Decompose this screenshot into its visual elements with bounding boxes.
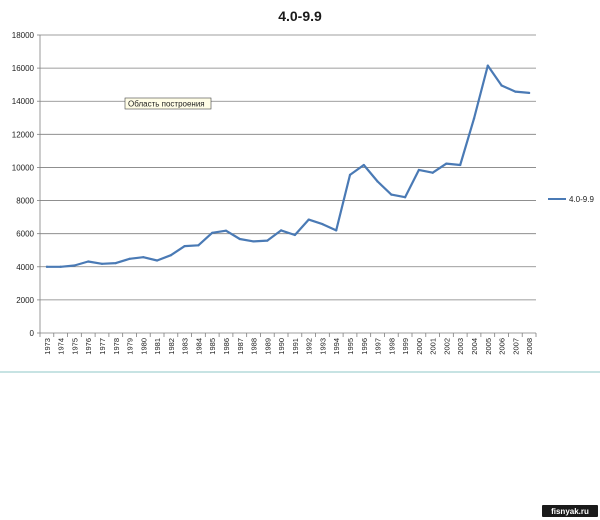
x-tick-label-2006: 2006	[498, 338, 507, 355]
data-point	[128, 257, 131, 260]
data-point	[142, 256, 145, 259]
x-tick-label-2008: 2008	[525, 338, 534, 355]
data-point	[362, 163, 365, 167]
data-point	[73, 264, 76, 267]
y-tick-label-10000: 10000	[12, 163, 35, 172]
data-point	[445, 162, 448, 165]
x-tick-label-2005: 2005	[484, 338, 493, 355]
data-point	[266, 239, 269, 242]
x-tick-label-1986: 1986	[222, 338, 231, 355]
data-point	[459, 163, 462, 167]
x-tick-label-1976: 1976	[84, 338, 93, 355]
data-point	[252, 240, 255, 243]
x-axis-tick-labels: 1973 1974 1975 1976 1977 1978 1979 1980 1981 1982…	[43, 338, 534, 355]
x-tick-label-1988: 1988	[250, 338, 259, 355]
x-tick-label-1985: 1985	[208, 338, 217, 355]
x-tick-label-2004: 2004	[470, 338, 479, 355]
y-tick-label-6000: 6000	[16, 230, 34, 239]
x-tick-label-1990: 1990	[277, 338, 286, 355]
data-point	[211, 231, 214, 234]
gridlines	[40, 34, 536, 301]
x-tick-label-1993: 1993	[318, 338, 327, 355]
data-point	[321, 222, 324, 226]
y-axis-tick-labels: 0 2000 4000 6000 8000 10000 12000 14000 16000 180…	[12, 31, 35, 338]
data-point	[87, 260, 90, 263]
data-point	[293, 233, 296, 237]
x-tick-label-1982: 1982	[167, 338, 176, 355]
x-tick-label-1987: 1987	[236, 338, 245, 355]
x-tick-label-1995: 1995	[346, 338, 355, 355]
y-tick-label-2000: 2000	[16, 296, 34, 305]
x-tick-label-1992: 1992	[305, 338, 314, 355]
x-tick-label-1994: 1994	[332, 338, 341, 355]
data-point	[59, 265, 62, 268]
data-point	[472, 117, 476, 120]
y-tick-label-4000: 4000	[16, 263, 34, 272]
data-point	[431, 171, 434, 174]
x-tick-label-1997: 1997	[374, 338, 383, 355]
data-point	[390, 193, 393, 196]
data-point	[169, 254, 172, 257]
data-point	[224, 229, 228, 232]
x-tick-label-1980: 1980	[139, 338, 148, 355]
data-point	[404, 196, 407, 199]
watermark: fisnyak.ru	[542, 505, 598, 517]
data-point	[514, 90, 517, 93]
y-tick-label-18000: 18000	[12, 31, 35, 40]
x-tick-label-1991: 1991	[291, 338, 300, 355]
data-point	[348, 173, 352, 176]
x-tick-label-1974: 1974	[57, 338, 66, 355]
data-point	[100, 262, 104, 265]
plot-area-tooltip: Область построения	[124, 97, 212, 110]
data-point	[500, 84, 503, 87]
plot-area[interactable]	[45, 64, 531, 268]
chart-title: 4.0-9.9	[278, 8, 322, 24]
y-tick-label-14000: 14000	[12, 97, 35, 106]
data-point	[45, 265, 48, 268]
x-tick-label-1996: 1996	[360, 338, 369, 355]
y-tick-label-8000: 8000	[16, 197, 34, 206]
data-point	[486, 64, 489, 67]
legend-label: 4.0-9.9	[569, 195, 594, 204]
data-point	[197, 244, 200, 247]
x-tick-label-2001: 2001	[429, 338, 438, 355]
data-point	[156, 259, 159, 262]
x-tick-label-1999: 1999	[401, 338, 410, 355]
x-tick-label-1989: 1989	[263, 338, 272, 355]
x-tick-label-1998: 1998	[387, 338, 396, 355]
watermark-text: fisnyak.ru	[551, 507, 589, 516]
data-point	[376, 180, 379, 183]
data-point	[114, 262, 117, 265]
x-tick-label-1983: 1983	[181, 338, 190, 355]
tooltip-text: Область построения	[128, 100, 205, 109]
x-tick-label-1973: 1973	[43, 338, 52, 355]
y-tick-label-16000: 16000	[12, 64, 35, 73]
x-tick-label-2000: 2000	[415, 338, 424, 355]
x-tick-label-1977: 1977	[98, 338, 107, 355]
x-tick-label-2007: 2007	[511, 338, 520, 355]
y-tick-label-12000: 12000	[12, 130, 35, 139]
x-tick-label-1975: 1975	[70, 338, 79, 355]
data-point	[183, 244, 186, 248]
data-point	[307, 218, 310, 221]
x-tick-label-1981: 1981	[153, 338, 162, 355]
y-tick-label-0: 0	[30, 329, 35, 338]
x-tick-label-2002: 2002	[442, 338, 451, 355]
axes	[37, 34, 537, 337]
legend[interactable]: 4.0-9.9	[548, 195, 594, 204]
data-point	[335, 229, 338, 232]
x-tick-label-1984: 1984	[194, 338, 203, 355]
data-point	[238, 237, 241, 241]
x-tick-label-2003: 2003	[456, 338, 465, 355]
x-tick-label-1978: 1978	[112, 338, 121, 355]
data-point	[528, 91, 531, 95]
data-point	[280, 229, 283, 232]
x-tick-label-1979: 1979	[126, 338, 135, 355]
data-point	[417, 168, 420, 172]
series-line-0[interactable]	[45, 64, 531, 268]
